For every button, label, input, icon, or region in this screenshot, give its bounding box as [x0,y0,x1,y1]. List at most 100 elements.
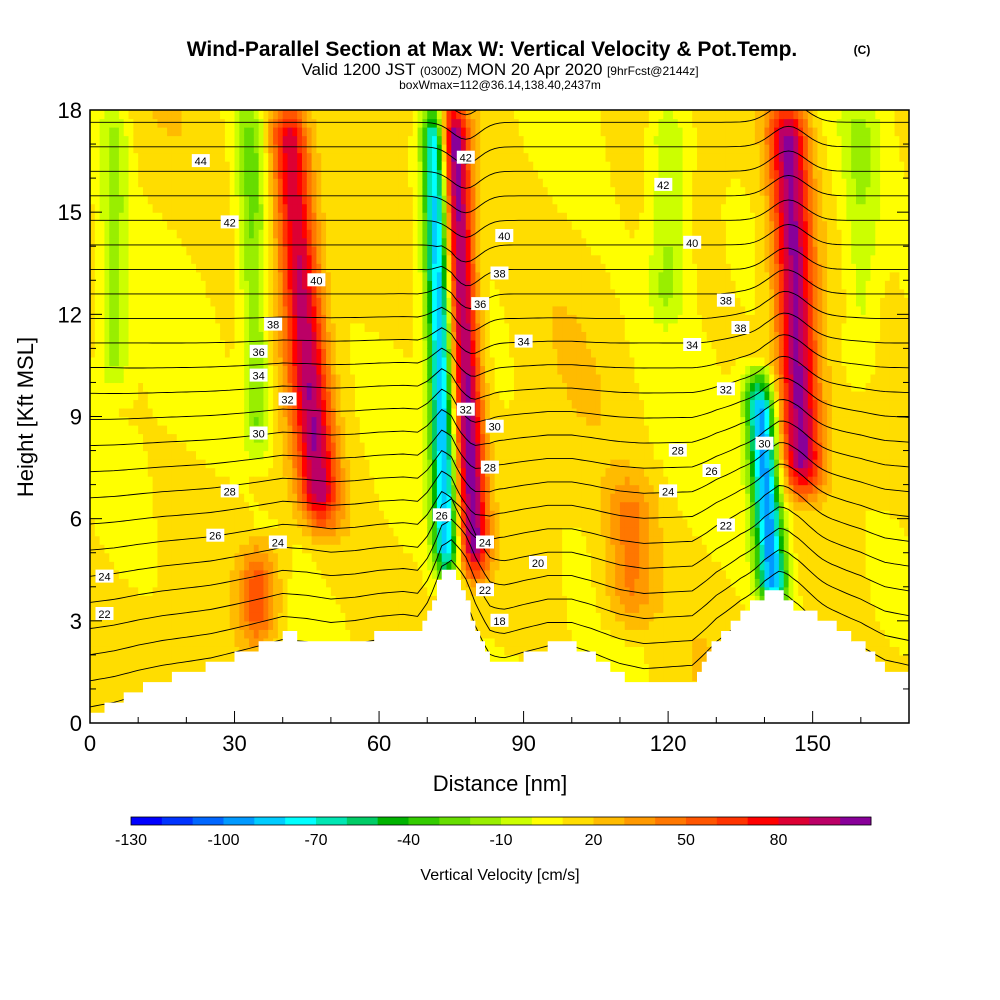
field-cell [128,127,134,137]
field-cell [287,339,293,349]
field-cell [205,459,212,469]
field-cell [354,620,361,630]
field-cell [369,493,375,503]
field-cell [345,552,351,562]
field-cell [417,305,424,315]
field-cell [388,127,395,137]
field-cell [248,288,255,298]
field-cell [191,229,197,239]
field-cell [412,467,419,477]
field-cell [340,493,346,503]
field-cell [287,135,293,145]
field-cell [340,178,346,188]
field-cell [128,416,134,426]
field-cell [398,416,404,426]
field-cell [253,467,260,477]
field-cell [335,569,342,579]
field-cell [142,339,149,349]
field-cell [268,254,274,264]
field-cell [181,348,187,358]
field-cell [268,373,274,384]
field-cell [200,212,207,222]
field-cell [335,493,342,503]
field-cell [229,348,236,358]
field-cell [287,382,293,392]
field-cell [268,612,274,622]
field-cell [99,169,106,179]
field-cell [403,476,409,486]
field-cell [167,263,173,273]
field-cell [364,552,371,562]
field-cell [239,220,245,230]
field-cell [345,390,351,401]
field-cell [273,280,279,290]
field-cell [181,663,187,673]
field-cell [335,595,342,605]
field-cell [359,518,366,528]
field-cell [195,203,202,213]
field-cell [128,476,134,486]
field-cell [191,595,197,605]
field-cell [220,510,226,520]
field-cell [167,195,173,205]
field-cell [99,229,106,239]
field-cell [398,467,404,477]
field-cell [321,203,327,213]
field-cell [350,552,356,562]
field-cell [311,186,318,196]
field-cell [94,586,101,596]
field-cell [268,510,274,520]
field-cell [383,425,390,435]
field-cell [142,407,149,418]
field-cell [335,314,342,324]
field-cell [176,288,183,298]
field-cell [162,246,168,256]
field-cell [253,322,260,332]
field-cell [133,425,139,435]
field-cell [287,595,293,605]
field-cell [90,212,96,222]
field-cell [200,467,207,477]
field-cell [388,246,395,256]
field-cell [239,110,245,120]
field-cell [147,595,154,605]
field-cell [248,442,255,452]
field-cell [374,527,380,537]
field-cell [301,280,308,290]
field-cell [224,229,231,239]
field-cell [142,365,149,375]
field-cell [248,390,255,401]
field-cell [273,365,279,375]
field-cell [220,144,226,154]
field-cell [417,186,424,196]
field-cell [263,271,269,281]
field-cell [301,484,308,494]
field-cell [128,280,134,290]
field-cell [205,288,212,298]
field-cell [335,450,342,460]
field-cell [398,450,404,460]
field-cell [104,297,110,307]
field-cell [90,518,96,528]
field-cell [133,671,139,682]
field-cell [171,203,178,213]
field-cell [167,161,173,171]
field-cell [210,152,216,162]
field-cell [321,620,327,630]
field-cell [398,527,404,537]
field-cell [350,314,356,324]
field-cell [138,331,144,341]
field-cell [205,612,212,622]
field-cell [292,373,298,384]
field-cell [326,169,332,179]
field-cell [301,220,308,230]
field-cell [335,416,342,426]
field-cell [123,493,130,503]
field-cell [94,561,101,571]
field-cell [147,331,154,341]
field-cell [316,484,322,494]
field-cell [330,586,337,596]
field-cell [422,586,428,596]
field-cell [273,569,279,579]
field-cell [393,314,399,324]
